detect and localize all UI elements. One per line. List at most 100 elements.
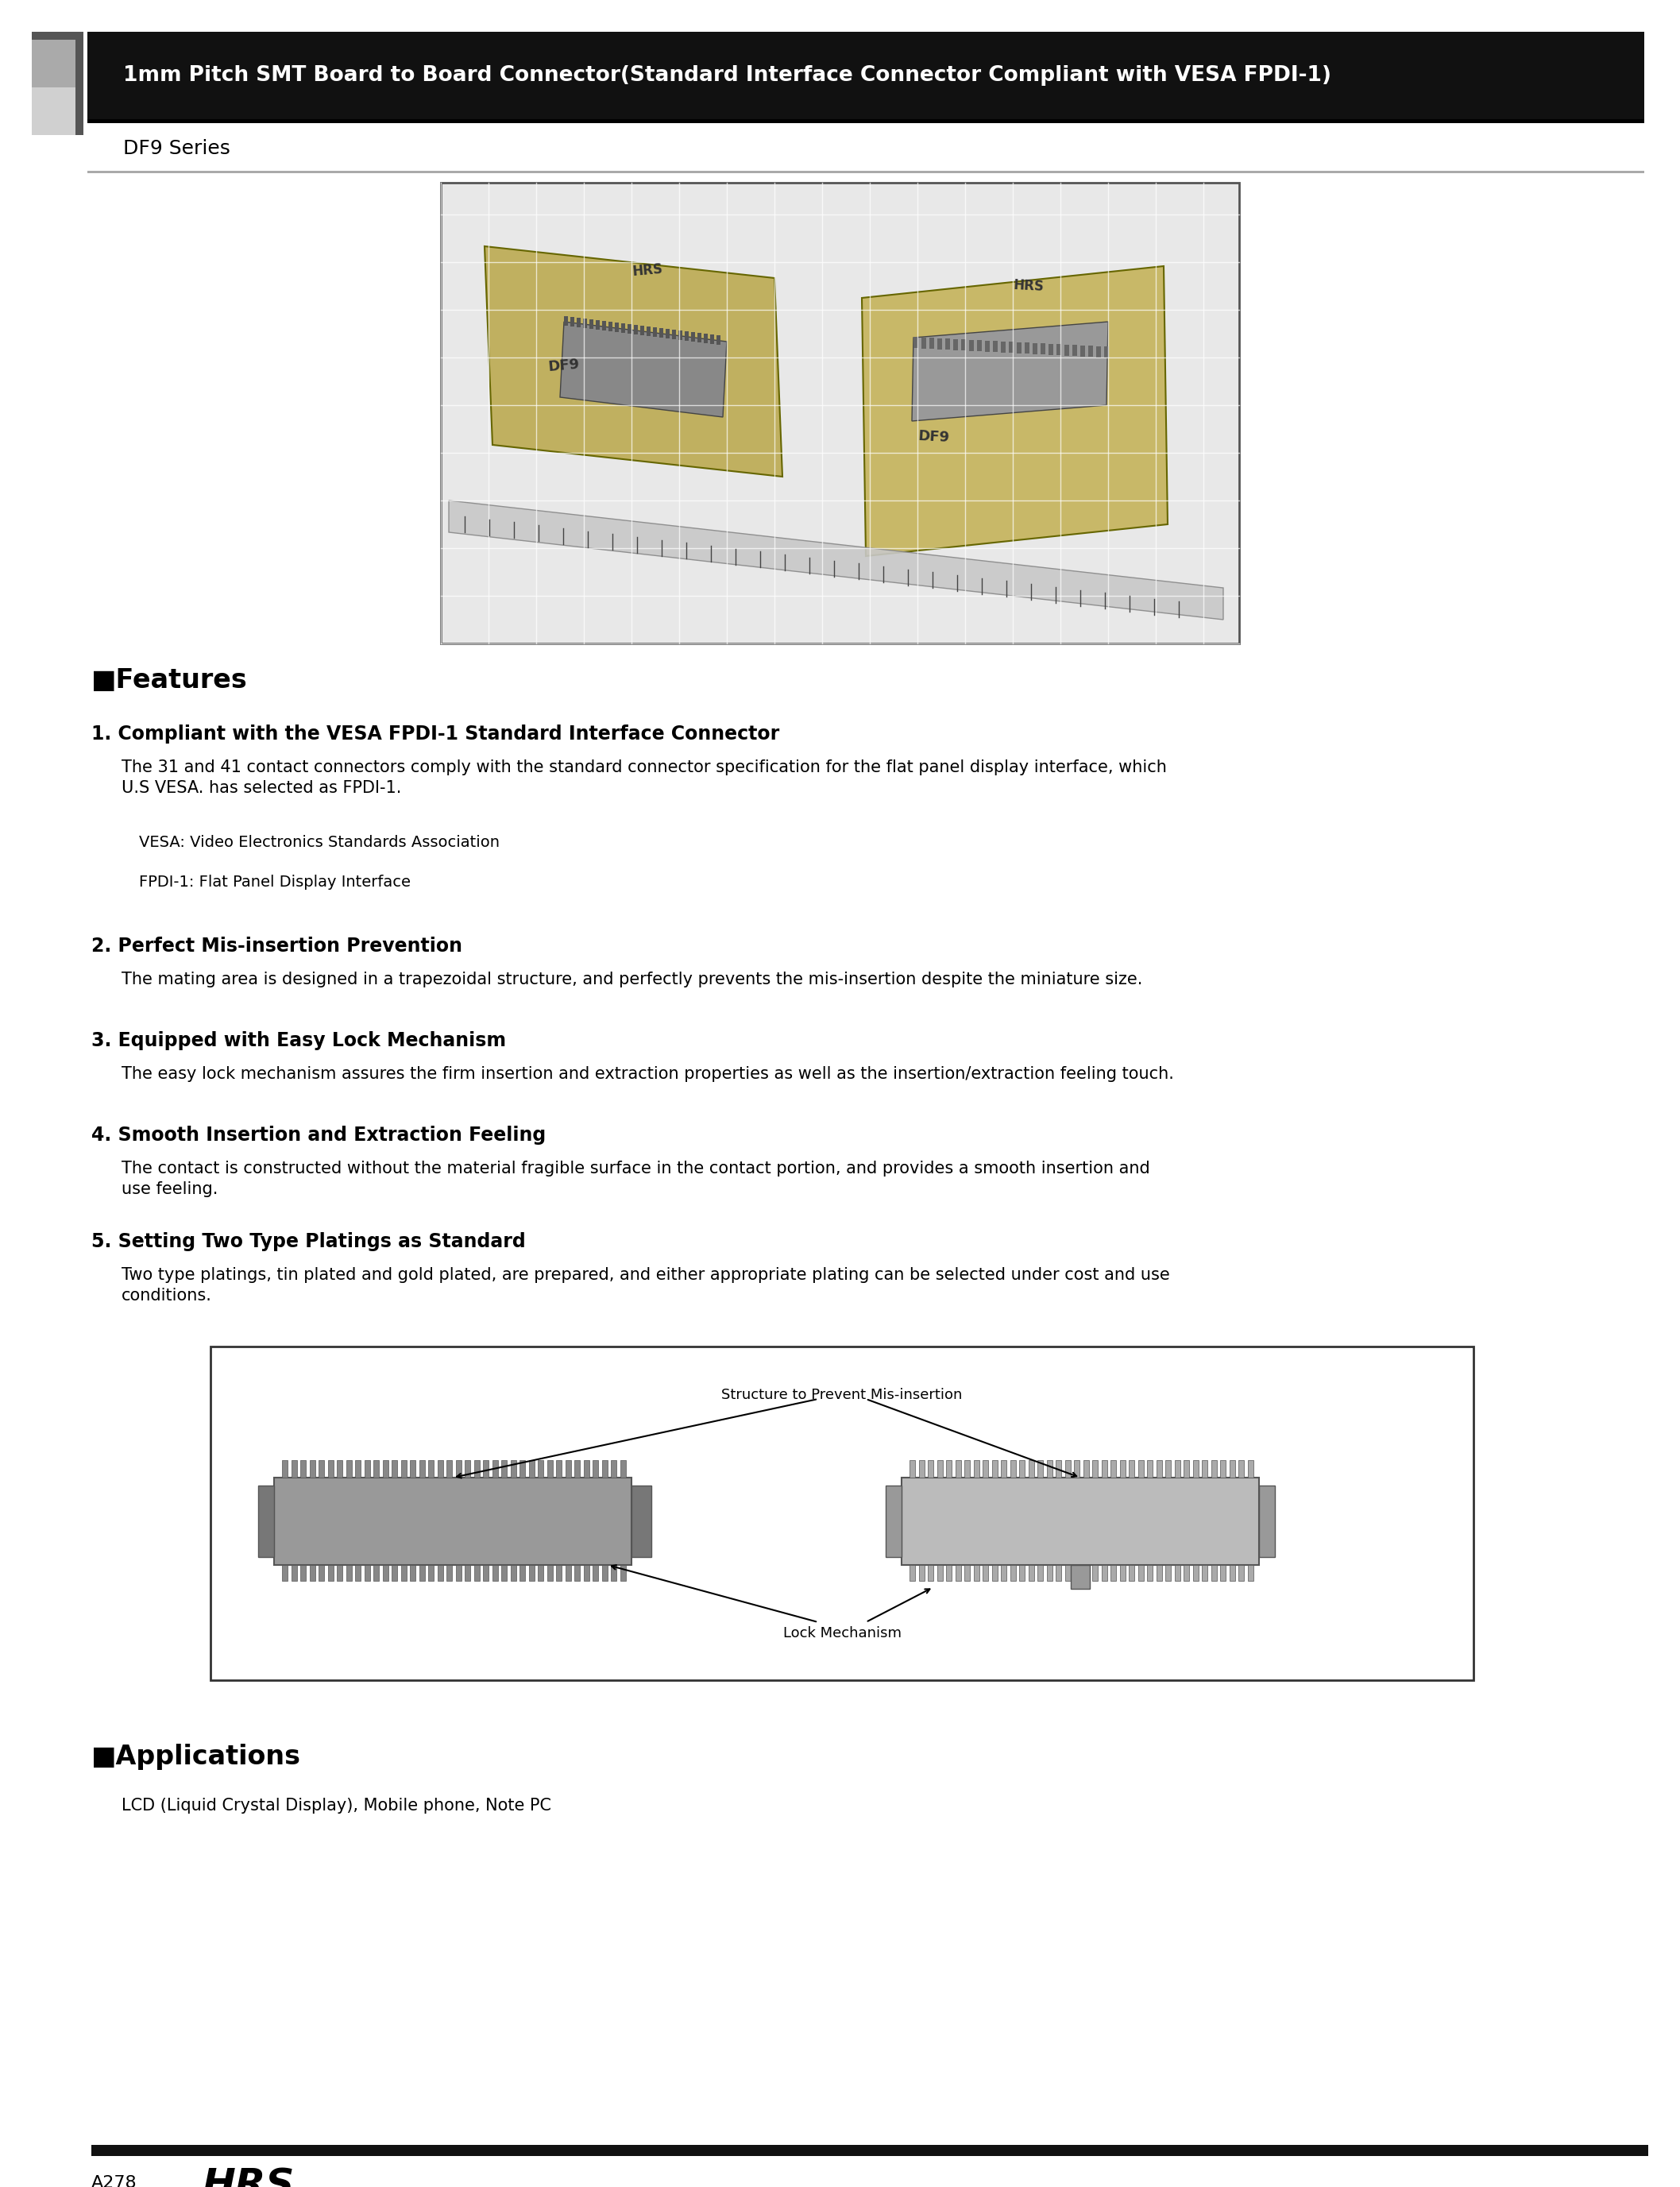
Bar xyxy=(1047,1461,1052,1478)
Bar xyxy=(455,1461,460,1478)
Bar xyxy=(633,326,638,335)
Bar xyxy=(909,1566,916,1581)
Polygon shape xyxy=(862,267,1168,555)
Bar xyxy=(1147,1566,1152,1581)
Bar xyxy=(538,1566,543,1581)
Bar xyxy=(548,1566,553,1581)
Text: The contact is constructed without the material fragible surface in the contact : The contact is constructed without the m… xyxy=(121,1161,1151,1198)
Bar xyxy=(1092,1461,1097,1478)
Bar xyxy=(556,1566,561,1581)
Bar xyxy=(640,326,643,335)
Bar xyxy=(914,337,919,348)
Bar xyxy=(1110,1461,1116,1478)
Bar xyxy=(1119,1566,1126,1581)
Bar xyxy=(391,1566,396,1581)
Bar xyxy=(346,1566,351,1581)
Bar xyxy=(1028,1461,1033,1478)
Bar xyxy=(1119,1461,1126,1478)
Bar xyxy=(612,1461,617,1478)
Bar xyxy=(1040,343,1045,354)
Bar xyxy=(620,1461,625,1478)
Text: DF9: DF9 xyxy=(548,356,580,374)
Bar xyxy=(575,1461,580,1478)
Bar xyxy=(1010,1461,1015,1478)
Bar xyxy=(529,1566,534,1581)
Bar xyxy=(501,1566,507,1581)
Bar xyxy=(697,332,701,343)
Bar xyxy=(647,326,650,337)
Text: A278: A278 xyxy=(91,2176,138,2187)
Bar xyxy=(983,1461,988,1478)
Bar xyxy=(373,1566,380,1581)
Bar xyxy=(301,1566,306,1581)
Text: The 31 and 41 contact connectors comply with the standard connector specificatio: The 31 and 41 contact connectors comply … xyxy=(121,759,1168,796)
Bar xyxy=(274,1478,632,1566)
Bar xyxy=(437,1461,444,1478)
Bar xyxy=(564,1461,571,1478)
Bar xyxy=(1193,1461,1198,1478)
Bar xyxy=(885,1485,902,1557)
Bar xyxy=(91,2145,1648,2156)
Bar xyxy=(428,1461,433,1478)
Bar xyxy=(937,339,942,350)
Bar xyxy=(1230,1566,1235,1581)
Bar xyxy=(309,1566,314,1581)
Bar xyxy=(902,1478,1258,1566)
Bar xyxy=(576,317,581,328)
Text: FPDI-1: Flat Panel Display Interface: FPDI-1: Flat Panel Display Interface xyxy=(139,875,410,890)
Text: 3. Equipped with Easy Lock Mechanism: 3. Equipped with Easy Lock Mechanism xyxy=(91,1030,506,1050)
Bar xyxy=(1211,1461,1216,1478)
Bar xyxy=(455,1566,460,1581)
Bar xyxy=(391,1461,396,1478)
Bar xyxy=(87,118,1645,122)
Bar xyxy=(383,1461,388,1478)
Bar xyxy=(953,339,958,350)
Bar xyxy=(1065,1461,1070,1478)
Bar xyxy=(410,1566,415,1581)
Bar xyxy=(32,33,84,136)
Bar xyxy=(969,339,974,350)
Bar xyxy=(1129,1461,1134,1478)
Bar xyxy=(282,1461,287,1478)
Bar xyxy=(1065,1566,1070,1581)
Text: HRS: HRS xyxy=(632,262,664,278)
Bar xyxy=(447,1461,452,1478)
Bar xyxy=(921,337,926,348)
Bar xyxy=(383,1566,388,1581)
Bar xyxy=(1137,1461,1144,1478)
Bar xyxy=(402,1566,407,1581)
Bar xyxy=(1065,343,1068,356)
Text: ■Applications: ■Applications xyxy=(91,1743,301,1769)
Text: VESA: Video Electronics Standards Association: VESA: Video Electronics Standards Associ… xyxy=(139,835,499,851)
Bar xyxy=(418,1566,425,1581)
Bar xyxy=(583,319,586,328)
Bar xyxy=(501,1461,507,1478)
Bar xyxy=(690,332,696,341)
Bar xyxy=(1084,1461,1089,1478)
Bar xyxy=(1008,341,1013,352)
Bar xyxy=(1074,1566,1080,1581)
Bar xyxy=(1020,1461,1025,1478)
Bar xyxy=(1220,1461,1226,1478)
Bar xyxy=(937,1461,942,1478)
Bar xyxy=(319,1461,324,1478)
Bar xyxy=(993,341,998,352)
Bar xyxy=(909,1461,916,1478)
Text: The easy lock mechanism assures the firm insertion and extraction properties as : The easy lock mechanism assures the firm… xyxy=(121,1065,1174,1083)
Bar xyxy=(440,184,1240,643)
Bar xyxy=(1156,1566,1161,1581)
Bar xyxy=(32,87,76,136)
Bar xyxy=(87,33,1645,118)
Bar xyxy=(716,335,721,346)
Bar xyxy=(961,339,966,350)
Bar xyxy=(964,1566,969,1581)
Bar xyxy=(1166,1461,1171,1478)
Bar xyxy=(1016,341,1021,352)
Bar xyxy=(1084,1566,1089,1581)
Bar xyxy=(1001,1461,1006,1478)
Bar xyxy=(346,1461,351,1478)
Bar xyxy=(620,1566,625,1581)
Bar xyxy=(601,321,606,330)
Bar xyxy=(465,1566,470,1581)
Bar xyxy=(583,1566,590,1581)
